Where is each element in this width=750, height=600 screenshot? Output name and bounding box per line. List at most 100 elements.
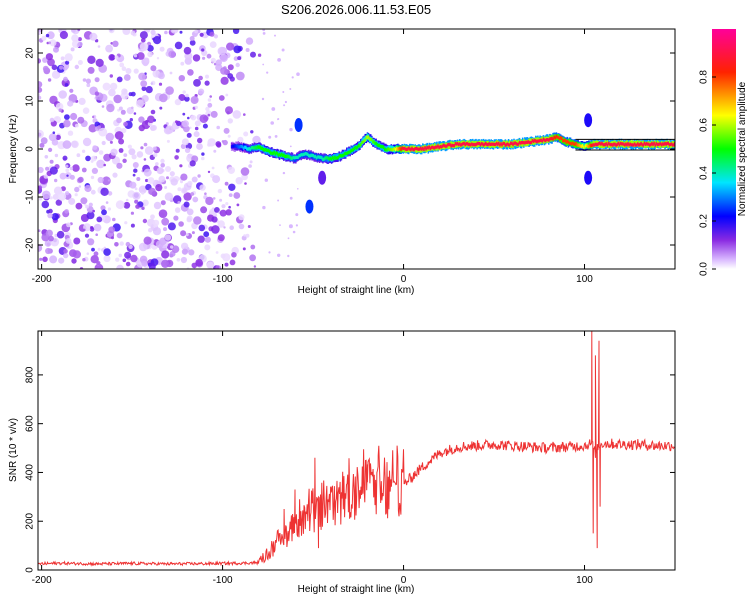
ridge-segment bbox=[667, 141, 669, 145]
noise-speckle bbox=[187, 180, 193, 186]
noise-speckle bbox=[219, 53, 228, 63]
noise-speckle bbox=[183, 192, 192, 201]
noise-speckle bbox=[199, 32, 204, 37]
noise-speckle bbox=[71, 258, 77, 264]
ridge-segment bbox=[328, 157, 331, 161]
noise-speckle bbox=[103, 248, 111, 256]
noise-speckle bbox=[231, 252, 237, 258]
ridge-segment bbox=[643, 141, 646, 145]
noise-speckle bbox=[112, 217, 116, 222]
noise-speckle bbox=[190, 115, 197, 121]
ridge-segment bbox=[468, 142, 471, 146]
ridge-segment bbox=[618, 143, 621, 147]
ridge-segment bbox=[337, 156, 339, 160]
noise-speckle bbox=[205, 106, 210, 112]
ridge-segment bbox=[409, 147, 411, 151]
noise-speckle bbox=[151, 124, 157, 131]
noise-speckle bbox=[66, 174, 69, 177]
noise-speckle bbox=[82, 228, 86, 232]
snr-plot: -200 -100 0 100 0 200 400 600 800 Height of stra… bbox=[8, 330, 676, 595]
ridge-segment bbox=[606, 140, 609, 147]
noise-speckle bbox=[242, 247, 246, 251]
ridge-segment bbox=[611, 143, 613, 147]
noise-speckle bbox=[93, 223, 102, 232]
spectral-blob bbox=[318, 170, 327, 185]
ridge-segment bbox=[305, 152, 308, 156]
noise-speckle bbox=[58, 108, 63, 112]
ridge-segment bbox=[477, 141, 479, 145]
noise-speckle bbox=[107, 179, 111, 182]
noise-speckle bbox=[97, 125, 101, 129]
ridge-segment bbox=[426, 146, 428, 150]
noise-speckle bbox=[110, 148, 118, 156]
noise-speckle bbox=[39, 257, 43, 261]
noise-speckle bbox=[48, 147, 53, 152]
noise-speckle bbox=[204, 244, 211, 251]
noise-speckle bbox=[143, 102, 147, 105]
ridge-segment bbox=[325, 156, 327, 160]
ridge-segment bbox=[647, 142, 650, 146]
noise-speckle bbox=[161, 250, 170, 259]
ridge-segment bbox=[429, 147, 432, 151]
noise-speckle bbox=[66, 222, 71, 228]
noise-speckle bbox=[160, 200, 166, 206]
noise-speckle bbox=[165, 166, 171, 172]
noise-speckle bbox=[141, 86, 147, 92]
ridge-segment bbox=[626, 143, 628, 147]
noise-speckle bbox=[262, 32, 266, 35]
noise-speckle bbox=[63, 119, 71, 128]
ridge-segment bbox=[406, 147, 409, 151]
ridge-segment bbox=[671, 143, 674, 147]
ridge-segment bbox=[514, 141, 516, 145]
noise-speckle bbox=[65, 238, 72, 244]
ridge-segment bbox=[339, 154, 342, 158]
noise-speckle bbox=[207, 102, 213, 108]
noise-speckle bbox=[105, 44, 113, 53]
ridge-segment bbox=[344, 151, 347, 155]
ridge-segment bbox=[280, 152, 283, 156]
noise-speckle bbox=[210, 57, 216, 63]
ridge-segment bbox=[507, 143, 510, 147]
ridge-segment bbox=[248, 147, 250, 151]
ridge-segment bbox=[453, 144, 456, 148]
snr-ytick-label: 0 bbox=[25, 567, 36, 573]
noise-speckle bbox=[217, 234, 225, 242]
noise-speckle bbox=[181, 138, 189, 146]
noise-speckle bbox=[144, 146, 154, 155]
ridge-segment bbox=[542, 138, 545, 144]
noise-speckle bbox=[224, 262, 229, 267]
ridge-segment bbox=[420, 147, 423, 151]
noise-speckle bbox=[81, 167, 87, 173]
noise-speckle bbox=[42, 190, 51, 200]
noise-speckle bbox=[153, 152, 158, 158]
ridge-segment bbox=[520, 141, 523, 145]
ridge-segment bbox=[459, 142, 461, 146]
ridge-segment bbox=[663, 142, 665, 146]
ridge-segment bbox=[297, 155, 299, 159]
ridge-segment bbox=[388, 148, 390, 152]
ridge-segment bbox=[590, 144, 592, 148]
ridge-segment bbox=[312, 154, 314, 158]
noise-speckle bbox=[62, 140, 72, 149]
ridge-segment bbox=[361, 141, 363, 145]
noise-speckle bbox=[95, 58, 104, 67]
noise-speckle bbox=[63, 66, 68, 71]
ridge-segment bbox=[561, 137, 563, 144]
noise-speckle bbox=[118, 106, 123, 111]
noise-speckle bbox=[64, 209, 69, 214]
noise-speckle bbox=[38, 185, 43, 190]
ridge-segment bbox=[594, 142, 597, 146]
ridge-segment bbox=[631, 143, 634, 147]
noise-speckle bbox=[140, 80, 148, 88]
noise-speckle bbox=[232, 29, 240, 34]
noise-speckle bbox=[55, 134, 61, 141]
ridge-segment bbox=[314, 154, 317, 158]
ridge-segment bbox=[624, 143, 626, 147]
ridge-segment bbox=[444, 144, 447, 148]
colorbar-tick-label: 0.0 bbox=[699, 262, 710, 276]
ridge-segment bbox=[550, 137, 552, 141]
ridge-segment bbox=[249, 147, 251, 151]
ridge-segment bbox=[571, 141, 574, 145]
ridge-segment bbox=[268, 150, 271, 154]
